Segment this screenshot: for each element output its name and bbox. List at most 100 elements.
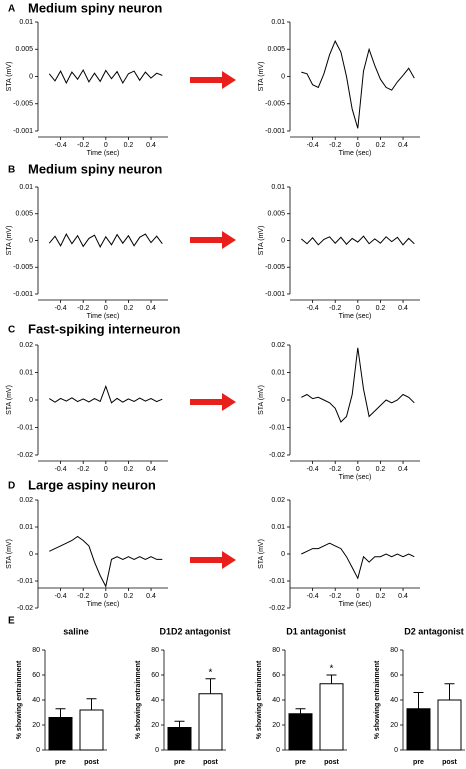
- y-tick-label: -0.02: [17, 605, 33, 612]
- y-tick-label: 60: [32, 672, 40, 679]
- y-tick-label: 0.01: [271, 524, 285, 531]
- x-tick-label: 0.4: [398, 305, 408, 312]
- arrows: [190, 71, 236, 569]
- bar: [406, 708, 431, 751]
- y-axis-label: % showing entrainment: [256, 660, 263, 739]
- panel-letter: B: [8, 165, 15, 176]
- y-tick-label: -0.005: [265, 264, 285, 271]
- y-tick-label: 0.005: [267, 46, 285, 53]
- y-tick-label: 0.02: [19, 497, 33, 504]
- arrow: [190, 71, 236, 89]
- x-tick-label: 0: [356, 305, 360, 312]
- y-tick-label: -0.01: [269, 578, 285, 585]
- y-tick-label: 0.01: [271, 369, 285, 376]
- x-tick-label: -0.2: [77, 466, 89, 473]
- y-tick-label: -0.01: [17, 424, 33, 431]
- y-tick-label: 60: [272, 672, 280, 679]
- x-axis-label: Time (sec): [339, 150, 372, 157]
- y-tick-label: 0: [281, 397, 285, 404]
- chart-title: saline: [63, 626, 89, 636]
- x-tick-label: pre: [174, 759, 185, 766]
- y-tick-label: 0.01: [271, 19, 285, 26]
- x-tick-label: post: [442, 759, 457, 766]
- y-axis-label: STA (mV): [6, 539, 13, 569]
- bar: [167, 727, 192, 751]
- x-tick-label: -0.2: [77, 142, 89, 149]
- x-tick-label: pre: [413, 759, 424, 766]
- panel-letter: E: [8, 616, 15, 627]
- y-tick-label: 0: [29, 551, 33, 558]
- x-tick-label: post: [203, 759, 218, 766]
- x-tick-label: 0: [356, 593, 360, 600]
- y-tick-label: 40: [32, 697, 40, 704]
- y-axis-label: % showing entrainment: [16, 660, 23, 739]
- x-tick-label: 0.2: [376, 142, 386, 149]
- y-axis-label: STA (mV): [6, 62, 13, 92]
- y-tick-label: 20: [151, 722, 159, 729]
- x-tick-label: pre: [295, 759, 306, 766]
- arrow: [190, 231, 236, 249]
- y-tick-label: 20: [272, 722, 280, 729]
- x-tick-label: 0.4: [398, 466, 408, 473]
- x-tick-label: -0.4: [307, 466, 319, 473]
- x-tick-label: 0: [104, 305, 108, 312]
- x-tick-label: -0.2: [329, 466, 341, 473]
- x-tick-label: 0.2: [376, 466, 386, 473]
- y-tick-label: 0: [36, 747, 40, 754]
- x-tick-label: -0.4: [307, 142, 319, 149]
- y-tick-label: 0: [155, 747, 159, 754]
- significance-mark: *: [209, 667, 213, 678]
- panel-letter: D: [8, 481, 15, 492]
- y-tick-label: -0.01: [269, 424, 285, 431]
- y-tick-label: 40: [151, 697, 159, 704]
- x-tick-label: 0: [104, 593, 108, 600]
- x-tick-label: 0.2: [376, 305, 386, 312]
- y-tick-label: 80: [32, 647, 40, 654]
- trace: [48, 233, 163, 248]
- y-tick-label: 0: [281, 551, 285, 558]
- x-tick-label: -0.2: [77, 305, 89, 312]
- panel-letter: C: [8, 325, 15, 336]
- y-tick-label: 0.01: [19, 369, 33, 376]
- y-tick-label: -0.02: [269, 605, 285, 612]
- bar: [79, 709, 104, 751]
- x-tick-label: -0.2: [77, 593, 89, 600]
- y-tick-label: 80: [151, 647, 159, 654]
- bar: [288, 713, 313, 751]
- y-axis-label: STA (mV): [6, 226, 13, 256]
- x-tick-label: -0.4: [55, 142, 67, 149]
- x-tick-label: 0.2: [376, 593, 386, 600]
- y-tick-label: 0: [394, 747, 398, 754]
- x-tick-label: -0.4: [55, 305, 67, 312]
- y-axis-label: STA (mV): [258, 226, 265, 256]
- y-tick-label: -0.005: [13, 101, 33, 108]
- x-axis-label: Time (sec): [87, 601, 120, 608]
- panel-letter: A: [8, 4, 15, 15]
- chart-title: D1 antagonist: [286, 626, 346, 636]
- y-tick-label: 0.005: [267, 211, 285, 218]
- y-tick-label: 0.005: [15, 46, 33, 53]
- y-tick-label: -0.005: [265, 101, 285, 108]
- x-tick-label: -0.4: [307, 593, 319, 600]
- x-tick-label: 0: [104, 466, 108, 473]
- y-tick-label: 0.02: [271, 342, 285, 349]
- arrow: [190, 551, 236, 569]
- x-tick-label: post: [324, 759, 339, 766]
- y-tick-label: 60: [151, 672, 159, 679]
- y-tick-label: 0: [281, 73, 285, 80]
- x-tick-label: 0: [104, 142, 108, 149]
- x-tick-label: 0.4: [146, 593, 156, 600]
- trace: [301, 542, 415, 580]
- y-tick-label: 0: [29, 73, 33, 80]
- x-tick-label: -0.2: [329, 593, 341, 600]
- y-tick-label: -0.001: [13, 291, 33, 298]
- y-tick-label: 0.01: [19, 184, 33, 191]
- y-tick-label: -0.02: [269, 452, 285, 459]
- x-tick-label: 0.4: [398, 593, 408, 600]
- y-tick-label: 0: [29, 397, 33, 404]
- arrow: [190, 393, 236, 411]
- chart-title: D1D2 antagonist: [159, 626, 230, 636]
- y-tick-label: -0.01: [17, 578, 33, 585]
- trace: [49, 535, 163, 588]
